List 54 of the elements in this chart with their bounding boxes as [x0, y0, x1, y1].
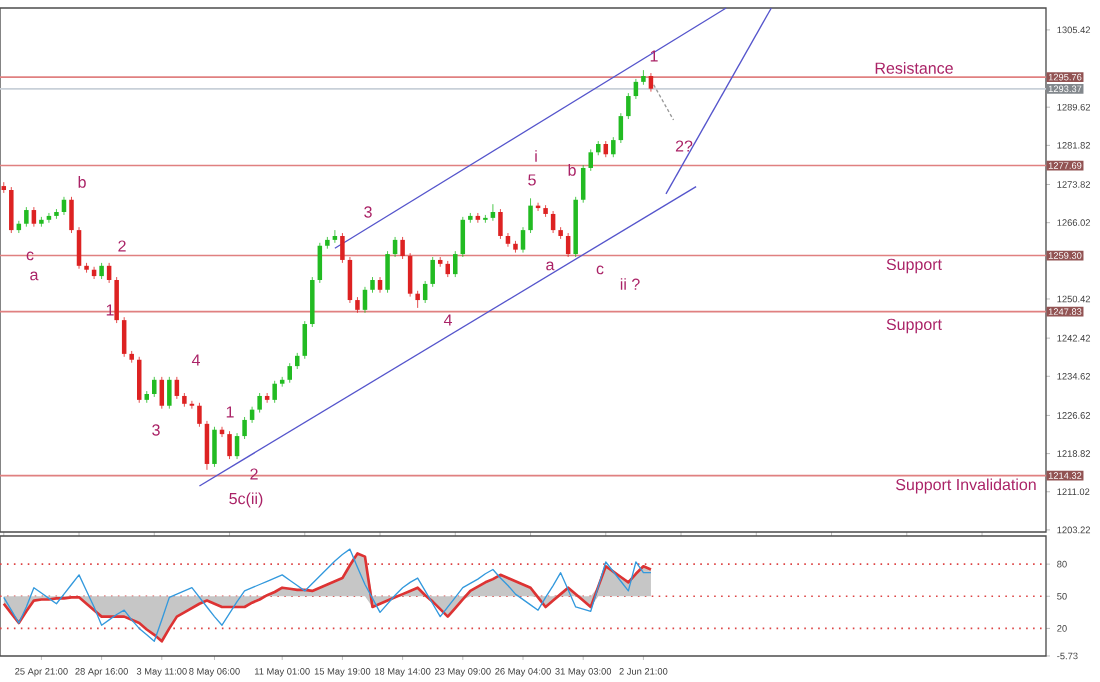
candlestick	[498, 208, 503, 240]
candlestick	[430, 256, 435, 288]
annotation: 2?	[675, 140, 693, 152]
candlestick	[377, 276, 383, 294]
annotation: ii ?	[620, 278, 640, 290]
candlestick	[242, 416, 247, 440]
candlestick	[310, 276, 315, 328]
candlestick	[272, 380, 277, 404]
annotation: 5c(ii)	[229, 492, 263, 508]
annotation: a	[546, 261, 555, 271]
candlestick	[24, 206, 29, 228]
candlestick	[528, 197, 533, 234]
annotation: 1	[226, 406, 234, 418]
candlestick	[167, 376, 172, 410]
annotation: Support	[886, 318, 942, 334]
annotation: c	[26, 251, 34, 261]
annotation: Support	[886, 258, 942, 274]
candlestick	[453, 250, 458, 278]
candlestick	[257, 392, 262, 413]
candlestick	[588, 148, 593, 172]
candlestick	[197, 402, 202, 428]
candlestick	[648, 72, 654, 93]
annotation: b	[78, 176, 86, 188]
annotation: 1	[650, 50, 658, 62]
candlestick	[287, 362, 292, 384]
annotation: 2	[118, 240, 126, 252]
candlestick	[9, 186, 14, 234]
candlestick	[626, 92, 631, 120]
candlestick	[520, 226, 526, 253]
candlestick	[505, 232, 511, 248]
annotation: Support Invalidation	[896, 478, 1036, 494]
candlestick	[212, 426, 217, 468]
annotation: a	[30, 271, 39, 281]
annotation: 3	[152, 424, 160, 436]
candlestick	[611, 136, 616, 158]
candlestick	[227, 430, 232, 460]
candlestick	[340, 232, 345, 264]
annotation: c	[596, 265, 604, 275]
annotation: 4	[191, 354, 201, 366]
annotation: i	[535, 150, 537, 162]
candlestick	[31, 206, 37, 228]
candlestick	[385, 250, 390, 294]
annotation: 5	[528, 174, 536, 186]
annotation: b	[568, 164, 576, 176]
candlestick	[400, 236, 405, 260]
candlestick	[483, 214, 488, 224]
annotation: 4	[443, 314, 453, 326]
annotation: Resistance	[875, 62, 953, 74]
candlestick	[69, 196, 74, 234]
annotation: 2	[250, 468, 258, 480]
annotation: 3	[364, 206, 372, 218]
candlestick	[114, 276, 119, 324]
candlestick	[152, 376, 157, 398]
annotation: 1	[106, 304, 114, 316]
